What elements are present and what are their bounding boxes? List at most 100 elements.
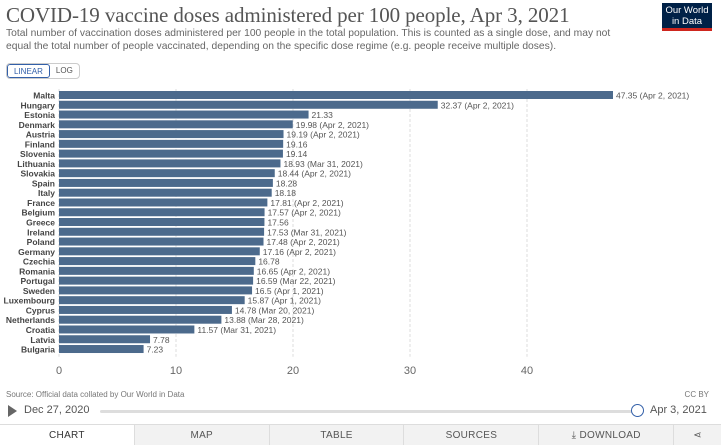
category-label: Slovenia xyxy=(20,149,55,159)
bar xyxy=(59,159,281,168)
category-label: Finland xyxy=(25,139,55,149)
bar xyxy=(59,276,254,285)
value-label: 18.18 xyxy=(275,188,297,198)
category-label: Portugal xyxy=(21,276,55,286)
value-label: 17.53 (Mar 31, 2021) xyxy=(267,227,347,237)
bar xyxy=(59,149,283,158)
category-label: Estonia xyxy=(24,110,55,120)
category-label: Greece xyxy=(26,218,55,228)
bar xyxy=(59,130,284,139)
bar xyxy=(59,296,245,305)
category-label: Luxembourg xyxy=(4,296,55,306)
bar xyxy=(59,247,260,256)
timeline-track[interactable] xyxy=(100,410,635,413)
bar xyxy=(59,100,438,109)
source-note[interactable]: Source: Official data collated by Our Wo… xyxy=(6,390,185,399)
x-tick-label: 40 xyxy=(521,365,533,377)
tab-share[interactable]: ⋖ xyxy=(673,425,721,445)
bar xyxy=(59,198,268,207)
value-label: 13.88 (Mar 28, 2021) xyxy=(224,315,304,325)
bar xyxy=(59,218,265,227)
value-label: 18.28 xyxy=(276,178,298,188)
value-label: 7.78 xyxy=(153,335,170,345)
value-label: 14.78 (Mar 20, 2021) xyxy=(235,305,315,315)
value-label: 17.57 (Apr 2, 2021) xyxy=(268,208,341,218)
tab-map[interactable]: MAP xyxy=(133,425,269,445)
value-label: 19.16 xyxy=(286,139,308,149)
category-label: Malta xyxy=(33,91,55,101)
timeline[interactable]: Dec 27, 2020 Apr 3, 2021 xyxy=(0,402,721,420)
bar xyxy=(59,257,256,266)
category-label: Poland xyxy=(27,237,55,247)
category-label: Hungary xyxy=(21,100,56,110)
category-label: Italy xyxy=(38,188,55,198)
value-label: 16.59 (Mar 22, 2021) xyxy=(256,276,336,286)
bar xyxy=(59,208,265,217)
category-label: Romania xyxy=(19,266,55,276)
tab-download[interactable]: ⤓ DOWNLOAD xyxy=(538,425,674,445)
owid-logo[interactable]: Our World in Data xyxy=(662,3,712,31)
value-label: 19.98 (Apr 2, 2021) xyxy=(296,120,369,130)
bar xyxy=(59,335,151,344)
bar xyxy=(59,120,293,129)
value-label: 16.65 (Apr 2, 2021) xyxy=(257,266,330,276)
category-label: Denmark xyxy=(19,120,56,130)
category-label: Latvia xyxy=(30,335,55,345)
category-label: Germany xyxy=(18,247,55,257)
x-tick-label: 20 xyxy=(287,365,299,377)
linear-scale-button[interactable]: LINEAR xyxy=(7,64,50,78)
bar xyxy=(59,286,253,295)
timeline-end-date[interactable]: Apr 3, 2021 xyxy=(650,404,707,416)
bar xyxy=(59,139,284,148)
value-label: 18.44 (Apr 2, 2021) xyxy=(278,169,351,179)
value-label: 17.56 xyxy=(267,218,289,228)
x-tick-label: 30 xyxy=(404,365,416,377)
category-label: Spain xyxy=(32,178,55,188)
value-label: 19.14 xyxy=(286,149,308,159)
category-label: Czechia xyxy=(23,257,55,267)
bar xyxy=(59,325,195,334)
bar xyxy=(59,315,222,324)
tab-chart[interactable]: CHART xyxy=(0,425,134,445)
value-label: 32.37 (Apr 2, 2021) xyxy=(441,100,514,110)
bar xyxy=(59,188,272,197)
category-label: Cyprus xyxy=(26,305,56,315)
bar xyxy=(59,178,273,187)
bar xyxy=(59,237,264,246)
category-label: Slovakia xyxy=(21,169,56,179)
value-label: 17.48 (Apr 2, 2021) xyxy=(267,237,340,247)
tab-table[interactable]: TABLE xyxy=(268,425,404,445)
bar xyxy=(59,227,265,236)
value-label: 21.33 xyxy=(312,110,334,120)
category-label: Croatia xyxy=(26,325,56,335)
bar xyxy=(59,305,232,314)
download-icon: ⤓ xyxy=(571,430,580,441)
category-label: Sweden xyxy=(23,286,55,296)
bar xyxy=(59,110,309,119)
category-label: Austria xyxy=(26,130,56,140)
value-label: 7.23 xyxy=(147,345,164,355)
tab-sources[interactable]: SOURCES xyxy=(403,425,539,445)
category-label: France xyxy=(27,198,55,208)
value-label: 18.93 (Mar 31, 2021) xyxy=(283,159,363,169)
value-label: 11.57 (Mar 31, 2021) xyxy=(197,325,276,335)
log-scale-button[interactable]: LOG xyxy=(55,66,73,75)
value-label: 17.16 (Apr 2, 2021) xyxy=(263,247,336,257)
bar xyxy=(59,91,613,99)
chart-subtitle: Total number of vaccination doses admini… xyxy=(6,28,611,52)
license-label[interactable]: CC BY xyxy=(684,390,709,399)
bar xyxy=(59,266,254,275)
timeline-handle[interactable] xyxy=(631,404,644,417)
bar xyxy=(59,345,144,354)
category-label: Bulgaria xyxy=(21,345,55,355)
timeline-start-date[interactable]: Dec 27, 2020 xyxy=(24,404,90,416)
value-label: 16.5 (Apr 1, 2021) xyxy=(255,286,324,296)
scale-toggle[interactable]: LINEAR LOG xyxy=(6,63,80,79)
share-icon: ⋖ xyxy=(693,430,702,441)
category-label: Netherlands xyxy=(6,315,55,325)
bar-chart: 0 10 20 30 40 Malta 47.35 (Apr 2, 2021) Hungary… xyxy=(4,89,689,377)
category-label: Lithuania xyxy=(17,159,55,169)
x-tick-label: 10 xyxy=(170,365,182,377)
value-label: 16.78 xyxy=(258,257,280,267)
play-icon[interactable] xyxy=(8,405,17,417)
